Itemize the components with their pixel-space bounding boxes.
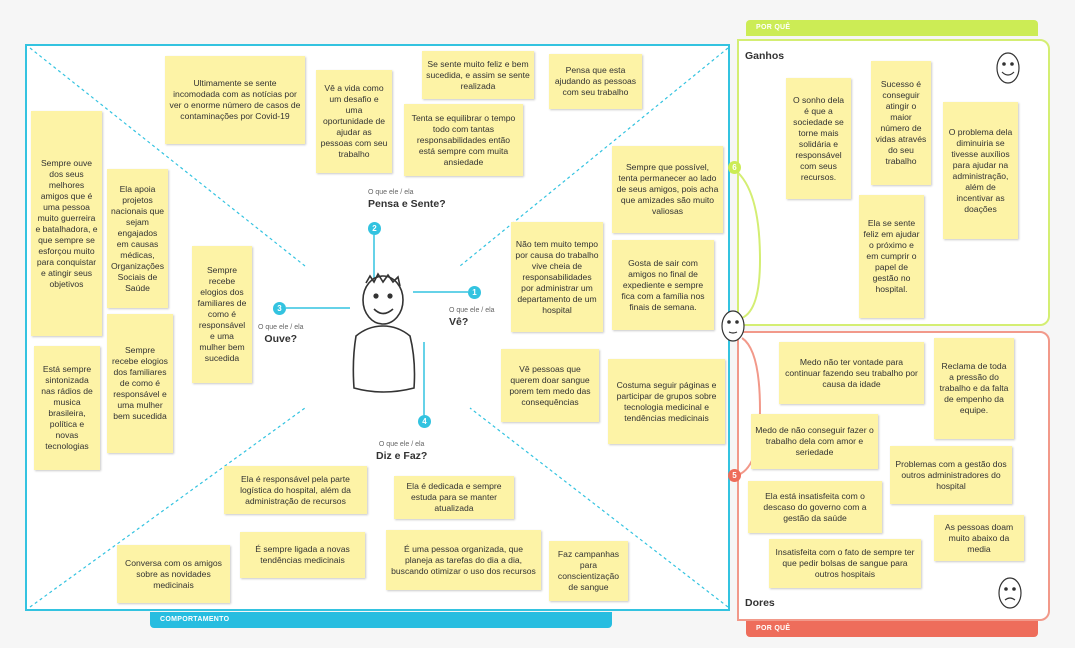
gains-note[interactable]: Sucesso é conseguir atingir o maior núme… — [871, 61, 931, 185]
pains-note[interactable]: Insatisfeita com o fato de sempre ter qu… — [769, 539, 921, 588]
quadrant-pensa: O que ele / ela Pensa e Sente? — [368, 188, 446, 211]
diagonal-top-left — [29, 47, 306, 267]
node-1: 1 — [468, 286, 481, 299]
sticky-note[interactable]: Vê pessoas que querem doar sangue porem … — [501, 349, 599, 422]
sticky-note[interactable]: Não tem muito tempo por causa do trabalh… — [511, 222, 603, 332]
sticky-note[interactable]: Vê a vida como um desafio e uma oportuni… — [316, 70, 392, 173]
gains-title: Ganhos — [745, 50, 785, 62]
pains-note[interactable]: Medo não ter vontade para continuar faze… — [779, 342, 924, 404]
gains-connector — [734, 169, 762, 319]
quadrant-ouve-title: Ouve? — [264, 333, 298, 345]
node-2: 2 — [368, 222, 381, 235]
quadrant-ouve: O que ele / ela Ouve? — [258, 323, 304, 346]
sticky-note[interactable]: Sempre que possível, tenta permanecer ao… — [612, 146, 723, 233]
sticky-note[interactable]: Sempre recebe elogios dos familiares de … — [107, 314, 173, 453]
gains-note[interactable]: O sonho dela é que a sociedade se torne … — [786, 78, 851, 199]
node-6: 6 — [728, 161, 741, 174]
quadrant-diz-title: Diz e Faz? — [376, 450, 428, 462]
sad-face-icon — [998, 577, 1022, 609]
sticky-note[interactable]: Pensa que esta ajudando as pessoas com s… — [549, 54, 642, 109]
node-3: 3 — [273, 302, 286, 315]
quadrant-ouve-label: O que ele / ela — [258, 324, 304, 331]
quadrant-pensa-title: Pensa e Sente? — [368, 198, 446, 210]
pains-note[interactable]: As pessoas doam muito abaixo da media — [934, 515, 1024, 561]
diagonal-bottom-left — [29, 407, 306, 608]
pains-note[interactable]: Medo de não conseguir fazer o trabalho d… — [751, 414, 878, 469]
diagonal-bottom-right — [469, 407, 729, 608]
neutral-face-icon — [721, 310, 745, 342]
happy-face-icon — [996, 52, 1020, 84]
person-sketch-icon — [352, 272, 416, 393]
pains-title: Dores — [745, 597, 775, 609]
node-4: 4 — [418, 415, 431, 428]
gains-note[interactable]: O problema dela diminuiria se tivesse au… — [943, 102, 1018, 239]
quadrant-ve-label: O que ele / ela — [449, 307, 495, 314]
sticky-note[interactable]: É uma pessoa organizada, que planeja as … — [386, 530, 541, 590]
sticky-note[interactable]: Ela é dedicada e sempre estuda para se m… — [394, 476, 514, 519]
pains-connector — [734, 337, 762, 477]
comportamento-bar: COMPORTAMENTO — [150, 612, 612, 628]
node-5: 5 — [728, 469, 741, 482]
sticky-note[interactable]: Ultimamente se sente incomodada com as n… — [165, 56, 305, 144]
quadrant-diz-label: O que ele / ela — [378, 441, 425, 448]
sticky-note[interactable]: Se sente muito feliz e bem sucedida, e a… — [422, 51, 534, 99]
por-que-bar-top: POR QUÊ — [746, 20, 1038, 36]
quadrant-diz: O que ele / ela Diz e Faz? — [376, 440, 427, 463]
sticky-note[interactable]: Gosta de sair com amigos no final de exp… — [612, 240, 714, 330]
sticky-note[interactable]: Sempre recebe elogios dos familiares de … — [192, 246, 252, 383]
quadrant-ve-title: Vê? — [449, 316, 469, 328]
sticky-note[interactable]: Costuma seguir páginas e participar de g… — [608, 359, 725, 444]
quadrant-pensa-label: O que ele / ela — [368, 189, 414, 196]
sticky-note[interactable]: Ela apoia projetos nacionais que sejam e… — [107, 169, 168, 308]
pains-note[interactable]: Reclama de toda a pressão do trabalho e … — [934, 338, 1014, 439]
sticky-note[interactable]: Ela é responsável pela parte logística d… — [224, 466, 367, 514]
sticky-note[interactable]: É sempre ligada a novas tendências medic… — [240, 532, 365, 578]
quadrant-ve: O que ele / ela Vê? — [449, 306, 495, 329]
sticky-note[interactable]: Conversa com os amigos sobre as novidade… — [117, 545, 230, 603]
sticky-note[interactable]: Faz campanhas para conscientização de sa… — [549, 541, 628, 601]
gains-note[interactable]: Ela se sente feliz em ajudar o próximo e… — [859, 195, 924, 318]
sticky-note[interactable]: Tenta se equilibrar o tempo todo com tan… — [404, 104, 523, 176]
pains-note[interactable]: Problemas com a gestão dos outros admini… — [890, 446, 1012, 504]
sticky-note[interactable]: Sempre ouve dos seus melhores amigos que… — [31, 111, 102, 336]
sticky-note[interactable]: Está sempre sintonizada nas rádios de mu… — [34, 346, 100, 470]
pains-note[interactable]: Ela está insatisfeita com o descaso do g… — [748, 481, 882, 533]
por-que-bar-bottom: POR QUÊ — [746, 621, 1038, 637]
